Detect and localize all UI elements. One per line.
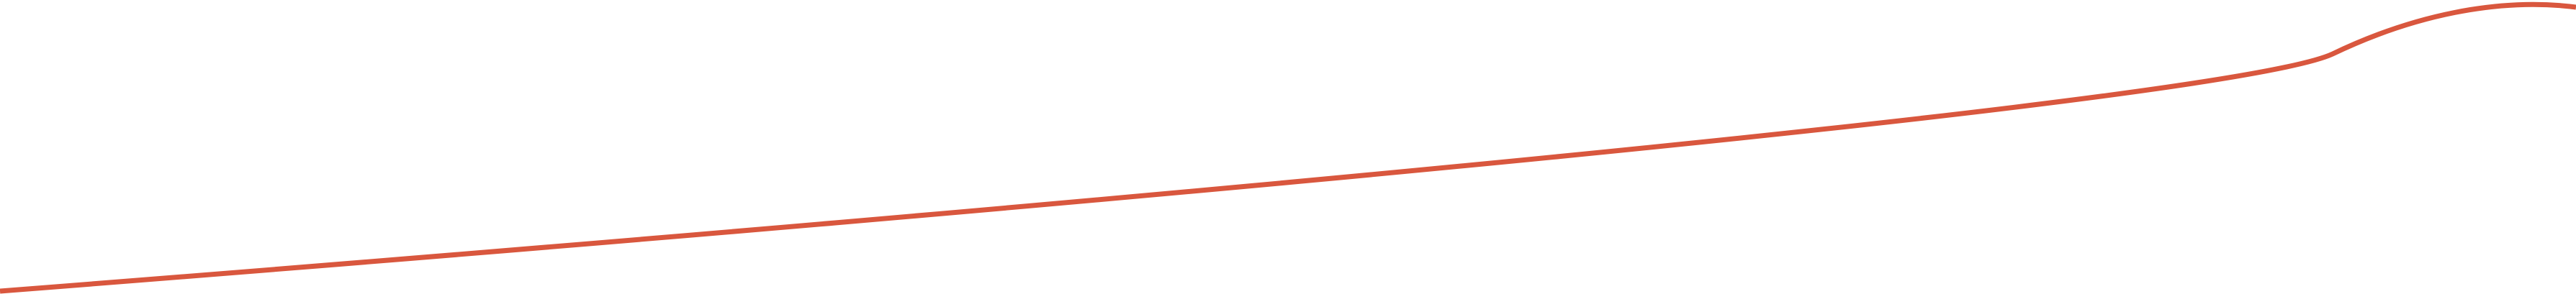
decorative-curve-graphic [0, 1, 2576, 294]
graphic-canvas [0, 1, 2576, 294]
decorative-swoosh-line [0, 1, 2576, 294]
